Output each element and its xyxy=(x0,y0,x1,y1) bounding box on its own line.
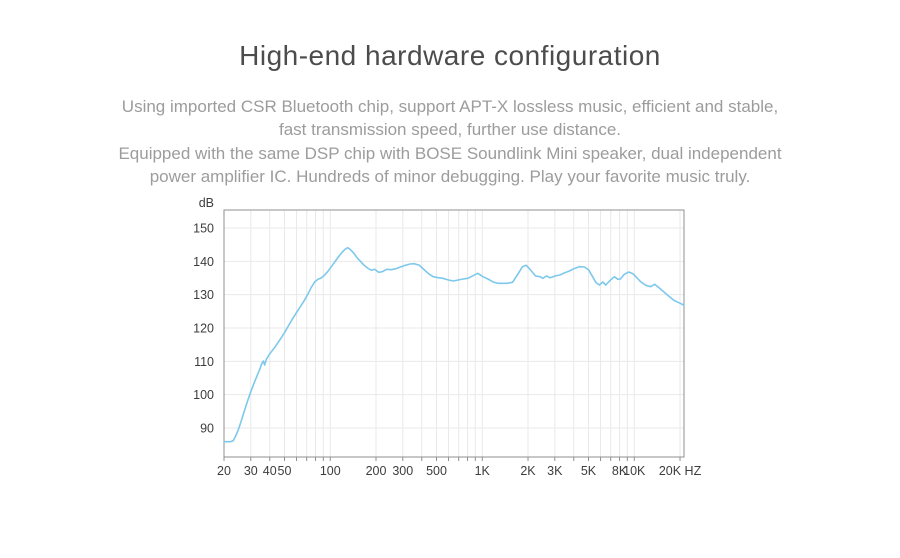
y-axis-label: 110 xyxy=(194,355,214,369)
page-title: High-end hardware configuration xyxy=(239,40,661,71)
y-axis-label: 150 xyxy=(193,222,214,236)
intro-line-4: power amplifier IC. Hundreds of minor de… xyxy=(149,167,751,187)
x-axis-label: 5K xyxy=(581,464,597,478)
y-axis-label: 100 xyxy=(193,388,214,402)
x-axis-label: 1K xyxy=(475,464,491,478)
intro-line-1: Using imported CSR Bluetooth chip, suppo… xyxy=(121,97,779,116)
plot-border xyxy=(223,209,685,458)
intro-line-3: Equipped with the same DSP chip with BOS… xyxy=(118,143,782,163)
x-axis-label: 500 xyxy=(426,464,447,478)
y-axis-label: 120 xyxy=(193,322,214,336)
y-axis-label: 140 xyxy=(193,255,214,269)
intro-line-2: fast transmission speed, further use dis… xyxy=(278,120,622,140)
x-axis-label: 20 xyxy=(217,464,231,478)
x-axis-label: 10K xyxy=(623,464,646,478)
y-axis-label: 90 xyxy=(200,422,214,436)
x-axis-label: 30 xyxy=(244,464,258,478)
x-axis-label: 2K xyxy=(520,464,536,478)
x-axis-label: 100 xyxy=(320,464,341,478)
x-axis-label: 40 xyxy=(263,464,277,478)
x-axis-label: 20K HZ xyxy=(659,464,702,478)
x-axis-label: 200 xyxy=(366,464,387,478)
response-curve xyxy=(223,246,685,443)
x-axis-label: 8K xyxy=(612,464,628,478)
intro-text: Using imported CSR Bluetooth chip, suppo… xyxy=(0,95,900,189)
x-axis-label: 50 xyxy=(278,464,292,478)
y-axis-label: 130 xyxy=(193,288,214,302)
y-axis-unit-label: dB xyxy=(199,196,214,210)
x-axis-label: 300 xyxy=(392,464,413,478)
x-axis-label: 3K xyxy=(547,464,563,478)
